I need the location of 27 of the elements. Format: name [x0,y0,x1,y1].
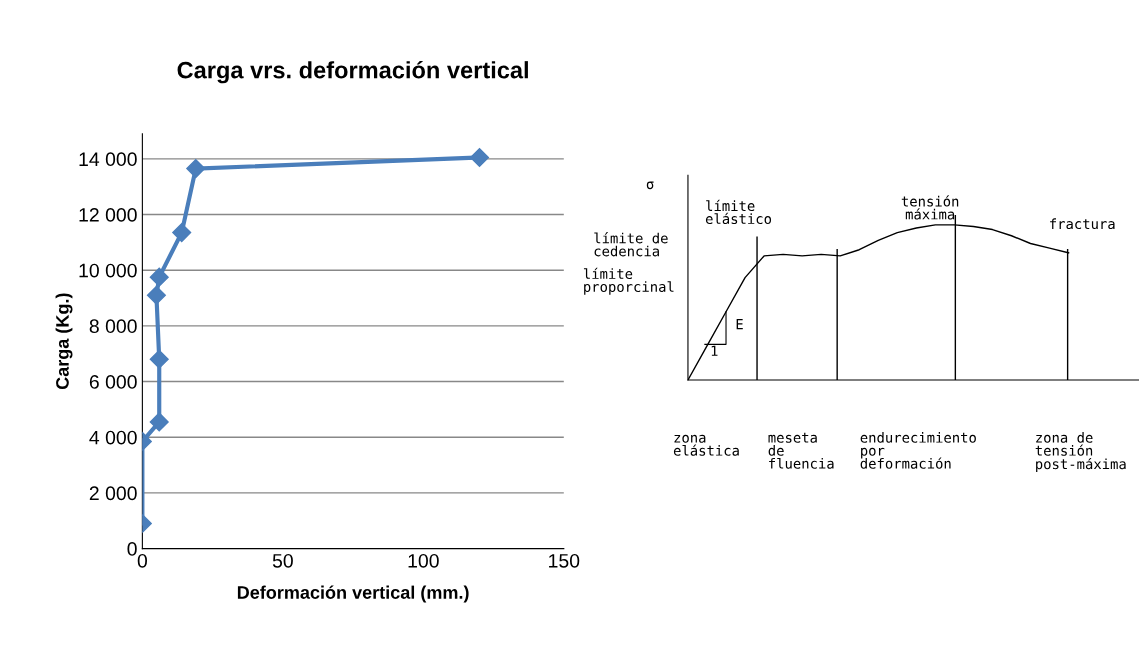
y-axis-title: Carga (Kg.) [55,293,73,390]
text: límite proporcinal [583,267,674,295]
text: zona de tensión post-máxima [1035,432,1126,472]
y-tick-label: 0 [127,542,137,556]
annotation: 1 [711,345,718,356]
annotation: fractura [1050,218,1115,230]
y-tick-label: 10 000 [79,263,137,278]
text: σ [646,181,654,190]
chart-title: Carga vrs. deformación vertical [177,60,528,84]
text: endurecimiento por deformación [860,432,976,469]
y-tick-label: 6 000 [89,375,137,389]
x-tick-label: 50 [272,553,293,568]
text: tensión máxima [901,195,959,220]
text: zona elástica [673,434,739,456]
y-tick-label: 2 000 [89,486,137,501]
y-tick-label: 8 000 [89,319,137,334]
text: meseta de fluencia [768,432,834,469]
x-tick-label: 150 [549,553,580,568]
text: límite elástico [705,199,772,225]
text: límite de cedencia [594,232,668,257]
y-tick-label: 14 000 [79,152,137,167]
annotation: E [736,319,743,330]
x-axis-title: Deformación vertical (mm.) [237,585,469,603]
y-tick-label: 12 000 [79,208,137,222]
y-tick-label: 4 000 [89,430,137,445]
x-tick-label: 0 [137,553,148,568]
x-tick-label: 100 [408,553,439,568]
